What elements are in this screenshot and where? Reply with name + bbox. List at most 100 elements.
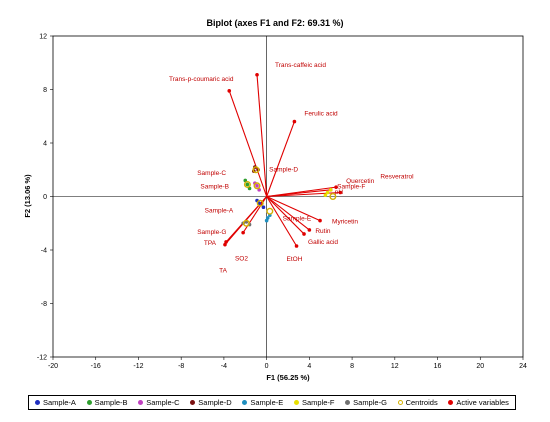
y-tick-label: 12: [39, 34, 47, 41]
variable-label: Sample-D: [269, 166, 298, 173]
x-tick-label: 16: [434, 363, 442, 370]
centroid-point: [329, 192, 337, 200]
legend-label: Sample-G: [353, 398, 387, 407]
variable-label: Ferulic acid: [304, 111, 338, 118]
axis-lines: [53, 36, 523, 357]
x-tick-label: 12: [391, 363, 399, 370]
variable-point: [255, 72, 259, 77]
legend-item: Sample-A: [35, 398, 76, 407]
variable-point: [294, 244, 299, 248]
variable-labels: Trans-caffeic acid Trans-p-coumaric acid F…: [169, 62, 414, 275]
variable-point: [227, 89, 232, 93]
variable-label: EtOH: [287, 256, 303, 263]
legend-label: Sample-F: [301, 398, 335, 407]
x-tick-label: 0: [265, 363, 269, 370]
sample-point: [325, 190, 330, 195]
sample-point: [245, 182, 250, 187]
y-tick-label: 4: [43, 141, 47, 148]
variable-label: Trans-p-coumaric acid: [169, 76, 234, 83]
variable-point: [241, 230, 245, 235]
legend-item: Sample-E: [242, 398, 283, 407]
sample-point: [255, 184, 259, 188]
y-tick-label: 0: [43, 194, 47, 201]
variable-vector: [266, 196, 298, 247]
legend-item: Sample-G: [345, 398, 387, 407]
legend-marker: [86, 400, 92, 405]
centroid-point: [242, 219, 250, 227]
x-axis-title: F1 (56.25 %): [266, 373, 310, 382]
legend-label: Active variables: [456, 398, 509, 407]
x-tick-label: 4: [307, 363, 311, 370]
variable-vector: [266, 195, 321, 222]
variable-label: Resveratrol: [380, 173, 414, 180]
legend-item: Sample-F: [293, 398, 335, 407]
legend-label: Sample-C: [146, 398, 180, 407]
sample-point: [328, 188, 333, 192]
legend-label: Sample-D: [198, 398, 232, 407]
variable-label: SO2: [235, 256, 248, 263]
centroid-point: [243, 180, 251, 188]
legend-label: Sample-B: [94, 398, 128, 407]
variable-point: [292, 119, 297, 124]
legend-item: Centroids: [397, 398, 438, 407]
y-tick-label: 8: [43, 87, 47, 94]
centroid-point: [266, 207, 274, 215]
legend-marker: [242, 400, 248, 405]
variable-label: TA: [219, 268, 227, 275]
legend-item: Sample-D: [190, 398, 232, 407]
sample-label: Sample-G: [197, 229, 226, 236]
variable-vector: [266, 196, 310, 231]
variable-vectors: [223, 72, 343, 248]
sample-label: Sample-E: [283, 216, 312, 223]
legend-item: Active variables: [448, 398, 509, 407]
variable-label: TPA: [204, 240, 217, 247]
sample-point: [264, 218, 269, 223]
variable-point: [338, 190, 343, 195]
variable-point: [334, 185, 338, 189]
variable-vector: [228, 90, 268, 197]
x-tick-label: -4: [221, 363, 227, 370]
variable-label: Trans-caffeic acid: [275, 62, 326, 69]
x-tick-label: 8: [350, 363, 354, 370]
chart-title: Biplot (axes F1 and F2: 69.31 %): [206, 18, 343, 28]
variable-vector: [266, 196, 305, 235]
legend-marker: [293, 400, 299, 405]
centroid-points: [242, 166, 337, 227]
x-tick-label: -20: [48, 363, 58, 370]
variable-point: [223, 242, 227, 247]
variable-label: Gallic acid: [308, 239, 338, 246]
legend-label: Centroids: [405, 398, 438, 407]
legend-marker: [345, 400, 351, 405]
sample-label: Sample-A: [205, 208, 234, 215]
sample-labels: Sample-C Sample-B Sample-A Sample-G Sample-E…: [197, 170, 365, 236]
variable-label: Rutin: [315, 228, 331, 235]
variable-point: [302, 232, 306, 236]
legend-marker: [35, 400, 40, 405]
centroid-point: [252, 166, 260, 174]
sample-label: Sample-F: [337, 183, 365, 190]
legend-item: Sample-C: [138, 398, 180, 407]
legend-label: Sample-E: [250, 398, 284, 407]
legend-item: Sample-B: [86, 398, 128, 407]
sample-point: [257, 201, 261, 205]
sample-label: Sample-C: [197, 170, 226, 177]
variable-label: Myricetin: [332, 219, 358, 226]
legend-marker: [397, 400, 403, 405]
y-tick-label: -8: [41, 301, 47, 308]
y-tick-label: -4: [41, 248, 47, 255]
y-tick-label: -12: [37, 355, 47, 362]
x-tick-label: -12: [133, 363, 143, 370]
x-tick-label: -16: [91, 363, 101, 370]
variable-vector: [256, 74, 268, 197]
x-axis-ticks: -20 -16 -12 -8 -4 0 4 8 12 16 20 24: [48, 357, 527, 370]
legend-marker: [448, 400, 454, 405]
legend-marker: [190, 400, 196, 405]
x-tick-label: 20: [476, 363, 484, 370]
x-tick-label: 24: [519, 363, 527, 370]
chart-legend: Sample-A Sample-B Sample-C Sample-D Sample-E…: [28, 395, 516, 410]
sample-point: [323, 193, 328, 197]
variable-point: [318, 218, 322, 223]
variable-point: [307, 228, 312, 232]
